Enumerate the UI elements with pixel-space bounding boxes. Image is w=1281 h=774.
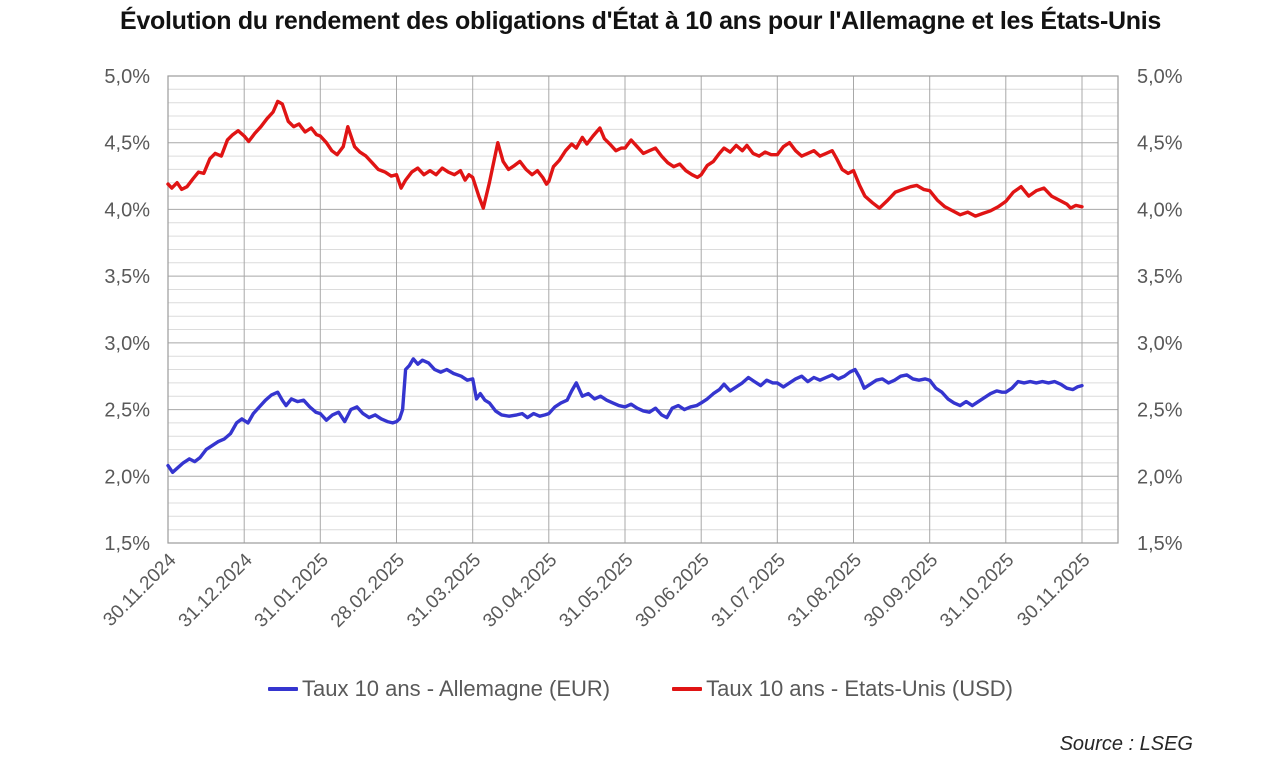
y-tick-label-right: 1,5% xyxy=(1137,533,1183,555)
x-tick-label: 31.05.2025 xyxy=(555,550,637,632)
gridlines-minor xyxy=(168,88,1118,531)
x-tick-label: 30.11.2025 xyxy=(1013,550,1094,631)
x-tick-label: 31.12.2024 xyxy=(175,549,257,631)
y-axis-labels-left: 5,0% 4,5% 4,0% 3,5% 3,0% 2,5% 2,0% 1,5% xyxy=(104,66,150,555)
y-tick-label-left: 5,0% xyxy=(104,66,150,88)
gridlines-major xyxy=(168,75,1118,544)
y-tick-label-left: 2,5% xyxy=(104,400,150,422)
us-line-marker xyxy=(672,687,703,691)
x-tick-label: 30.09.2025 xyxy=(860,550,942,632)
x-axis-labels: 30.11.202431.12.202431.01.202528.02.2025… xyxy=(99,549,1094,631)
legend-label-germany: Taux 10 ans - Allemagne (EUR) xyxy=(301,676,611,701)
x-tick-label: 30.11.2024 xyxy=(99,549,180,630)
legend-item-us: Taux 10 ans - Etats-Unis (USD) xyxy=(672,676,1013,702)
x-tick-label: 31.07.2025 xyxy=(708,550,790,632)
plot-border xyxy=(167,75,1119,544)
series-line-0 xyxy=(166,357,1084,474)
y-tick-label-left: 3,5% xyxy=(104,266,150,288)
series-lines xyxy=(166,99,1084,474)
y-tick-label-left: 3,0% xyxy=(104,333,150,355)
x-tick-label: 30.06.2025 xyxy=(632,550,714,632)
y-tick-label-right: 3,0% xyxy=(1137,333,1183,355)
y-tick-label-right: 5,0% xyxy=(1137,66,1183,88)
series-line-1 xyxy=(166,99,1084,218)
source-note: Source : LSEG xyxy=(1059,733,1193,755)
x-tick-label: 30.04.2025 xyxy=(479,550,561,632)
germany-line-marker xyxy=(267,687,298,691)
y-tick-label-left: 1,5% xyxy=(104,533,150,555)
x-tick-label: 28.02.2025 xyxy=(327,550,409,632)
x-tick-label: 31.10.2025 xyxy=(936,550,1018,632)
legend-label-us: Taux 10 ans - Etats-Unis (USD) xyxy=(706,676,1013,701)
y-tick-label-right: 3,5% xyxy=(1137,266,1183,288)
y-tick-label-left: 2,0% xyxy=(104,466,150,488)
chart-legend: Taux 10 ans - Allemagne (EUR) Taux 10 an… xyxy=(0,676,1281,702)
y-tick-label-right: 2,5% xyxy=(1137,400,1183,422)
chart-title: Évolution du rendement des obligations d… xyxy=(120,7,1161,35)
gridlines-vertical xyxy=(167,76,1083,543)
x-tick-label: 31.03.2025 xyxy=(403,550,485,632)
y-tick-label-left: 4,5% xyxy=(104,133,150,155)
y-tick-label-right: 2,0% xyxy=(1137,466,1183,488)
y-tick-label-right: 4,5% xyxy=(1137,133,1183,155)
x-tick-label: 31.08.2025 xyxy=(784,550,866,632)
legend-item-germany: Taux 10 ans - Allemagne (EUR) xyxy=(267,676,611,702)
y-axis-labels-right: 5,0% 4,5% 4,0% 3,5% 3,0% 2,5% 2,0% 1,5% xyxy=(1137,66,1183,555)
plot-border-rect xyxy=(167,75,1119,544)
y-tick-label-left: 4,0% xyxy=(104,199,150,221)
y-tick-label-right: 4,0% xyxy=(1137,199,1183,221)
x-tick-label: 31.01.2025 xyxy=(251,550,333,632)
